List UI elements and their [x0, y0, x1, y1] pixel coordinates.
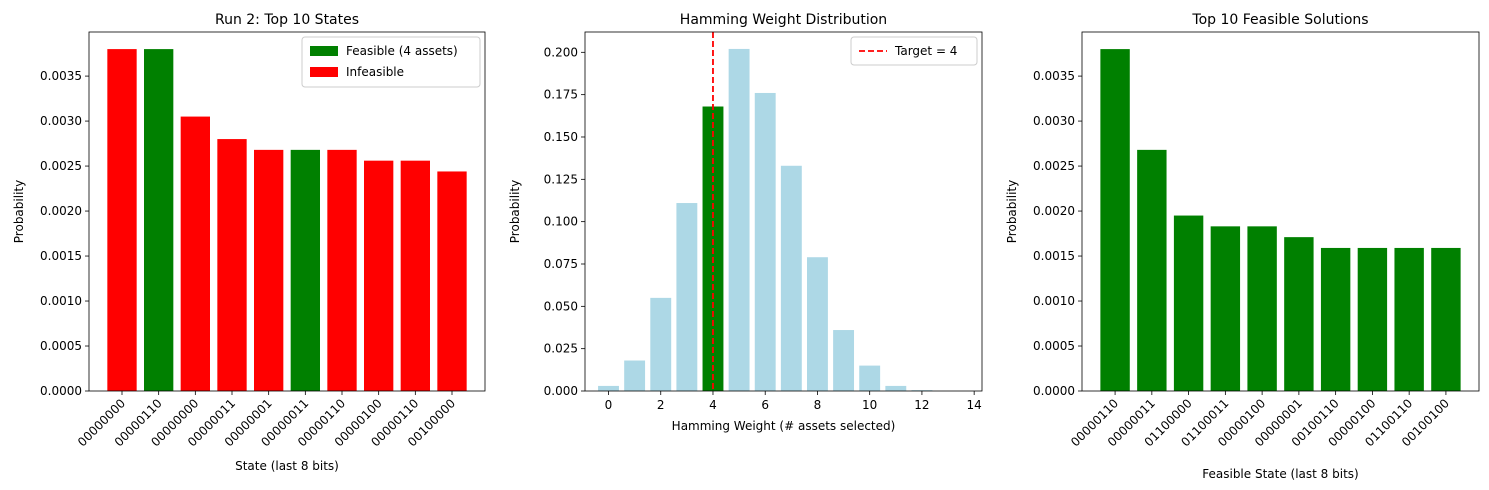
bar	[254, 149, 284, 391]
bar	[107, 49, 137, 391]
y-tick-label: 0.000	[544, 384, 578, 398]
bar	[807, 257, 828, 391]
y-axis-label: Probability	[508, 180, 522, 243]
bar	[1431, 247, 1461, 391]
legend: Feasible (4 assets) Infeasible	[301, 36, 481, 88]
bar	[885, 385, 907, 391]
y-tick-label: 0.200	[544, 45, 578, 59]
y-tick-label: 0.050	[544, 299, 578, 313]
bar	[859, 365, 881, 391]
y-tick-label: 0.175	[544, 88, 578, 102]
bar	[400, 160, 430, 391]
y-tick-label: 0.0015	[1033, 249, 1075, 263]
chart-panel-top-states: Run 2: Top 10 States State (last 8 bits)…	[12, 12, 486, 473]
bar	[1284, 237, 1314, 391]
y-axis-label: Probability	[1005, 180, 1019, 243]
bar	[217, 139, 247, 391]
y-tick-label: 0.0035	[40, 69, 82, 83]
y-tick-label: 0.125	[544, 172, 578, 186]
bar	[728, 48, 750, 392]
plot-area: 0.0000 0.0005 0.0010 0.0015 0.0020 0.0025 0.00…	[40, 31, 486, 449]
x-tick-label: 8	[814, 398, 822, 412]
bar	[1247, 226, 1277, 391]
x-tick-label: 10	[862, 398, 877, 412]
bar	[833, 330, 855, 391]
x-tick-label: 12	[914, 398, 929, 412]
bar	[1173, 215, 1204, 391]
bar	[1210, 226, 1241, 391]
y-tick-label: 0.0025	[1033, 159, 1075, 173]
bar	[437, 171, 467, 391]
chart-panel-feasible-solutions: Top 10 Feasible Solutions Feasible State…	[1005, 12, 1480, 481]
y-tick-label: 0.0000	[1033, 384, 1075, 398]
x-tick-label: 0	[605, 398, 613, 412]
y-tick-label: 0.0010	[1033, 294, 1075, 308]
bar	[290, 149, 320, 391]
legend-swatch-feasible	[310, 46, 338, 56]
bar	[624, 360, 646, 391]
x-tick-label: 2	[657, 398, 665, 412]
y-tick-label: 0.0020	[1033, 204, 1075, 218]
chart-title: Top 10 Feasible Solutions	[1191, 12, 1368, 28]
bar	[180, 116, 210, 391]
y-tick-label: 0.0020	[40, 204, 82, 218]
y-tick-label: 0.0005	[1033, 339, 1075, 353]
bar	[327, 149, 357, 391]
legend-swatch-infeasible	[310, 67, 338, 77]
chart-title: Hamming Weight Distribution	[680, 12, 887, 28]
legend-box	[301, 36, 481, 88]
x-axis-label: Feasible State (last 8 bits)	[1202, 467, 1358, 481]
bar	[144, 49, 174, 391]
bar	[364, 160, 394, 391]
bar	[1320, 247, 1351, 391]
bar	[1137, 149, 1167, 391]
bar	[1394, 247, 1424, 391]
y-axis-label: Probability	[12, 180, 26, 243]
axes-frame	[1081, 31, 1480, 392]
y-tick-label: 0.0005	[40, 339, 82, 353]
y-tick-label: 0.150	[544, 130, 578, 144]
bar	[754, 92, 776, 391]
bar	[676, 203, 698, 391]
y-tick-label: 0.0025	[40, 159, 82, 173]
axes-frame	[584, 31, 983, 392]
y-tick-label: 0.0030	[40, 114, 82, 128]
x-axis-label: State (last 8 bits)	[235, 459, 339, 473]
y-tick-label: 0.0035	[1033, 69, 1075, 83]
x-tick-label: 4	[709, 398, 717, 412]
plot-area: 0.0000 0.0005 0.0010 0.0015 0.0020 0.0025 0.00…	[1033, 31, 1480, 449]
plot-area: 0.000 0.025 0.050 0.075 0.100 0.125 0.150 0.175…	[544, 31, 983, 412]
legend: Target = 4	[850, 36, 978, 66]
bar	[780, 165, 802, 391]
y-tick-label: 0.025	[544, 342, 578, 356]
x-tick-label: 6	[761, 398, 769, 412]
y-tick-label: 0.0010	[40, 294, 82, 308]
chart-title: Run 2: Top 10 States	[215, 12, 359, 28]
legend-label-infeasible: Infeasible	[346, 65, 404, 79]
chart-panel-hamming-weight: Hamming Weight Distribution Hamming Weig…	[508, 12, 983, 433]
y-tick-label: 0.0015	[40, 249, 82, 263]
y-tick-label: 0.100	[544, 215, 578, 229]
legend-label-target: Target = 4	[894, 44, 957, 58]
bar	[1100, 49, 1130, 391]
legend-label-feasible: Feasible (4 assets)	[346, 44, 458, 58]
axes-frame	[88, 31, 486, 392]
y-tick-label: 0.0030	[1033, 114, 1075, 128]
legend-box	[850, 36, 978, 66]
bar	[598, 385, 619, 391]
y-tick-label: 0.075	[544, 257, 578, 271]
bar	[1357, 247, 1388, 391]
x-axis-label: Hamming Weight (# assets selected)	[672, 419, 896, 433]
x-tick-label: 14	[967, 398, 982, 412]
y-tick-label: 0.0000	[40, 384, 82, 398]
bar	[911, 390, 933, 391]
bar	[650, 297, 672, 391]
